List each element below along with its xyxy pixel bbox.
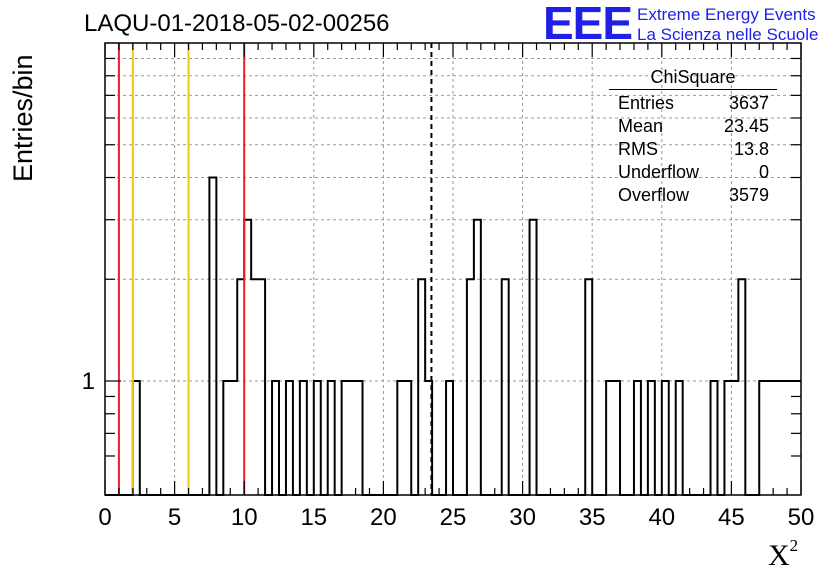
histogram-bin — [404, 381, 411, 495]
logo-line-2: La Scienza nelle Scuole — [637, 25, 819, 44]
histogram-bin — [397, 381, 404, 495]
x-tick-label: 40 — [648, 504, 675, 531]
stats-separator — [609, 89, 777, 90]
x-tick-label: 5 — [168, 504, 181, 531]
histogram-bin — [349, 381, 356, 495]
histogram-bin — [780, 381, 787, 495]
histogram-bin — [634, 381, 641, 495]
stats-value: 3579 — [728, 185, 769, 205]
stats-label: Mean — [618, 116, 664, 136]
histogram-bin — [446, 381, 453, 495]
histogram-bin — [209, 178, 216, 495]
logo-line-1: Extreme Energy Events — [637, 5, 816, 24]
x-tick-label: 10 — [231, 504, 258, 531]
stats-row-overflow: Overflow 3579 — [609, 184, 777, 207]
histogram-bin — [244, 220, 251, 495]
x-tick-label: 35 — [579, 504, 606, 531]
histogram-bin — [342, 381, 349, 495]
x-tick-label: 25 — [440, 504, 467, 531]
histogram-bin — [133, 381, 140, 495]
histogram-bin — [759, 381, 766, 495]
histogram-bin — [794, 381, 801, 495]
stats-title: ChiSquare — [650, 67, 736, 87]
histogram-bin — [787, 381, 794, 495]
stats-value: 23.45 — [723, 116, 769, 136]
histogram-bin — [648, 381, 655, 495]
histogram-bin — [314, 381, 321, 495]
histogram-bin — [474, 220, 481, 495]
chart-title: LAQU-01-2018-05-02-00256 — [84, 10, 390, 37]
x-axis-label-superscript: 2 — [789, 536, 799, 555]
histogram-bin — [766, 381, 773, 495]
stats-box: ChiSquare Entries 3637 Mean 23.45 RMS 13.8 … — [609, 66, 777, 207]
histogram-bin — [606, 381, 613, 495]
histogram-bin — [258, 279, 265, 495]
stats-value: 13.8 — [733, 139, 769, 159]
x-tick-label: 0 — [98, 504, 111, 531]
histogram-bin — [662, 381, 669, 495]
x-tick-label: 15 — [300, 504, 327, 531]
y-tick-label: 1 — [82, 368, 95, 395]
histogram-bin — [356, 381, 363, 495]
stats-label: Overflow — [618, 185, 690, 205]
x-axis-label-base: X — [768, 539, 790, 572]
x-tick-label: 20 — [370, 504, 397, 531]
histogram-bin — [286, 381, 293, 495]
stats-row-mean: Mean 23.45 — [609, 115, 777, 138]
stats-label: Entries — [618, 93, 675, 113]
x-axis-label: X2 — [768, 536, 798, 573]
histogram-bin — [676, 381, 683, 495]
histogram-bin — [530, 220, 537, 495]
x-tick-label: 30 — [509, 504, 536, 531]
x-tick-label: 45 — [718, 504, 745, 531]
histogram-bin — [272, 381, 279, 495]
histogram-bin — [237, 279, 244, 495]
histogram-bin — [502, 279, 509, 495]
stats-row-underflow: Underflow 0 — [609, 161, 777, 184]
histogram-bin — [738, 279, 745, 495]
y-axis-label: Entries/bin — [8, 54, 38, 182]
histogram-bin — [418, 279, 425, 495]
histogram-bin — [328, 381, 335, 495]
histogram-bin — [467, 279, 474, 495]
histogram-bin — [585, 279, 592, 495]
x-tick-label: 50 — [788, 504, 815, 531]
histogram-bin — [223, 381, 230, 495]
histogram-bin — [724, 381, 731, 495]
histogram-bin — [251, 279, 258, 495]
histogram-bin — [230, 381, 237, 495]
histogram-bin — [711, 381, 718, 495]
histogram-bin — [613, 381, 620, 495]
eee-logo-mark: EEE — [543, 0, 633, 49]
stats-label: RMS — [618, 139, 658, 159]
histogram-bin — [731, 381, 738, 495]
histogram-bin — [300, 381, 307, 495]
stats-value: 0 — [758, 162, 769, 182]
stats-label: Underflow — [618, 162, 700, 182]
stats-row-rms: RMS 13.8 — [609, 138, 777, 161]
histogram-bin — [773, 381, 780, 495]
histogram-series — [105, 176, 801, 496]
stats-value: 3637 — [728, 93, 769, 113]
stats-row-entries: Entries 3637 — [609, 92, 777, 115]
